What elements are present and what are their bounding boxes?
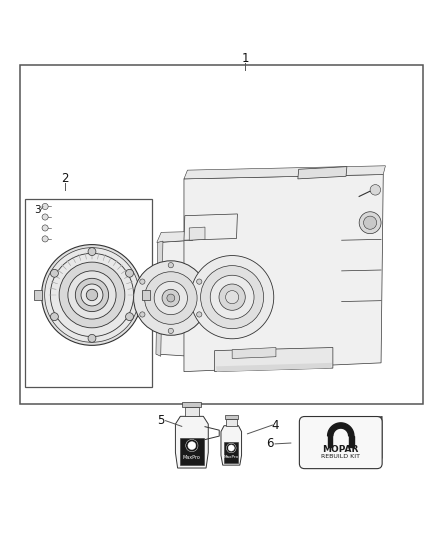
Polygon shape bbox=[156, 241, 163, 356]
FancyBboxPatch shape bbox=[299, 416, 382, 469]
Circle shape bbox=[86, 289, 98, 301]
Polygon shape bbox=[221, 426, 242, 465]
Circle shape bbox=[219, 284, 245, 310]
Circle shape bbox=[191, 255, 274, 339]
Circle shape bbox=[167, 294, 175, 302]
Circle shape bbox=[140, 279, 145, 284]
Circle shape bbox=[364, 216, 377, 229]
Text: 3: 3 bbox=[34, 205, 41, 215]
Circle shape bbox=[42, 214, 48, 220]
Text: 4: 4 bbox=[271, 418, 279, 432]
Circle shape bbox=[201, 265, 264, 329]
Circle shape bbox=[186, 439, 198, 451]
Text: REBUILD KIT: REBUILD KIT bbox=[321, 454, 360, 459]
Circle shape bbox=[162, 289, 180, 307]
Circle shape bbox=[154, 281, 187, 314]
Circle shape bbox=[168, 263, 173, 268]
Polygon shape bbox=[232, 348, 276, 359]
Circle shape bbox=[140, 312, 145, 317]
Bar bbox=[224, 442, 239, 463]
Circle shape bbox=[210, 275, 254, 319]
Circle shape bbox=[197, 279, 202, 284]
Circle shape bbox=[168, 328, 173, 334]
Polygon shape bbox=[184, 174, 383, 372]
Circle shape bbox=[226, 290, 239, 304]
Circle shape bbox=[45, 248, 139, 342]
Circle shape bbox=[42, 225, 48, 231]
Circle shape bbox=[359, 212, 381, 233]
Circle shape bbox=[50, 269, 58, 277]
Circle shape bbox=[197, 312, 202, 317]
Bar bbox=[226, 419, 237, 426]
Circle shape bbox=[68, 271, 116, 319]
Circle shape bbox=[88, 334, 96, 342]
Bar bbox=[180, 438, 204, 465]
Circle shape bbox=[228, 445, 234, 451]
Bar bbox=[225, 415, 238, 419]
Polygon shape bbox=[216, 363, 332, 372]
Circle shape bbox=[75, 278, 109, 312]
Circle shape bbox=[126, 313, 134, 320]
Circle shape bbox=[81, 284, 103, 306]
Text: MOPAR: MOPAR bbox=[322, 445, 359, 454]
Polygon shape bbox=[184, 166, 385, 179]
Circle shape bbox=[59, 262, 125, 328]
Polygon shape bbox=[157, 231, 196, 243]
Polygon shape bbox=[328, 423, 354, 436]
Bar bbox=[20, 65, 423, 405]
Polygon shape bbox=[157, 240, 193, 356]
Text: 5: 5 bbox=[158, 414, 165, 427]
Bar bbox=[185, 407, 199, 416]
Bar bbox=[142, 290, 150, 300]
Text: MaxPro: MaxPro bbox=[224, 455, 239, 459]
Text: MaxPro: MaxPro bbox=[183, 455, 201, 460]
Text: 1: 1 bbox=[241, 52, 249, 65]
Polygon shape bbox=[215, 348, 333, 372]
Circle shape bbox=[50, 313, 58, 320]
Polygon shape bbox=[189, 227, 205, 240]
Bar bbox=[328, 436, 332, 447]
Polygon shape bbox=[377, 416, 382, 463]
Circle shape bbox=[50, 253, 134, 336]
Bar bbox=[349, 436, 354, 447]
Bar bbox=[34, 290, 42, 300]
Circle shape bbox=[145, 272, 197, 324]
Circle shape bbox=[226, 443, 236, 453]
Circle shape bbox=[88, 248, 96, 255]
Text: 6: 6 bbox=[266, 438, 274, 450]
Circle shape bbox=[42, 245, 142, 345]
Polygon shape bbox=[175, 416, 208, 468]
Polygon shape bbox=[184, 214, 237, 240]
Polygon shape bbox=[298, 167, 347, 179]
Circle shape bbox=[126, 269, 134, 277]
Circle shape bbox=[42, 236, 48, 242]
Bar bbox=[182, 402, 201, 407]
Circle shape bbox=[188, 442, 196, 449]
Text: 2: 2 bbox=[61, 172, 69, 185]
Circle shape bbox=[370, 184, 381, 195]
Bar bbox=[25, 199, 152, 387]
Polygon shape bbox=[305, 416, 382, 422]
Circle shape bbox=[134, 261, 208, 335]
Circle shape bbox=[42, 204, 48, 209]
